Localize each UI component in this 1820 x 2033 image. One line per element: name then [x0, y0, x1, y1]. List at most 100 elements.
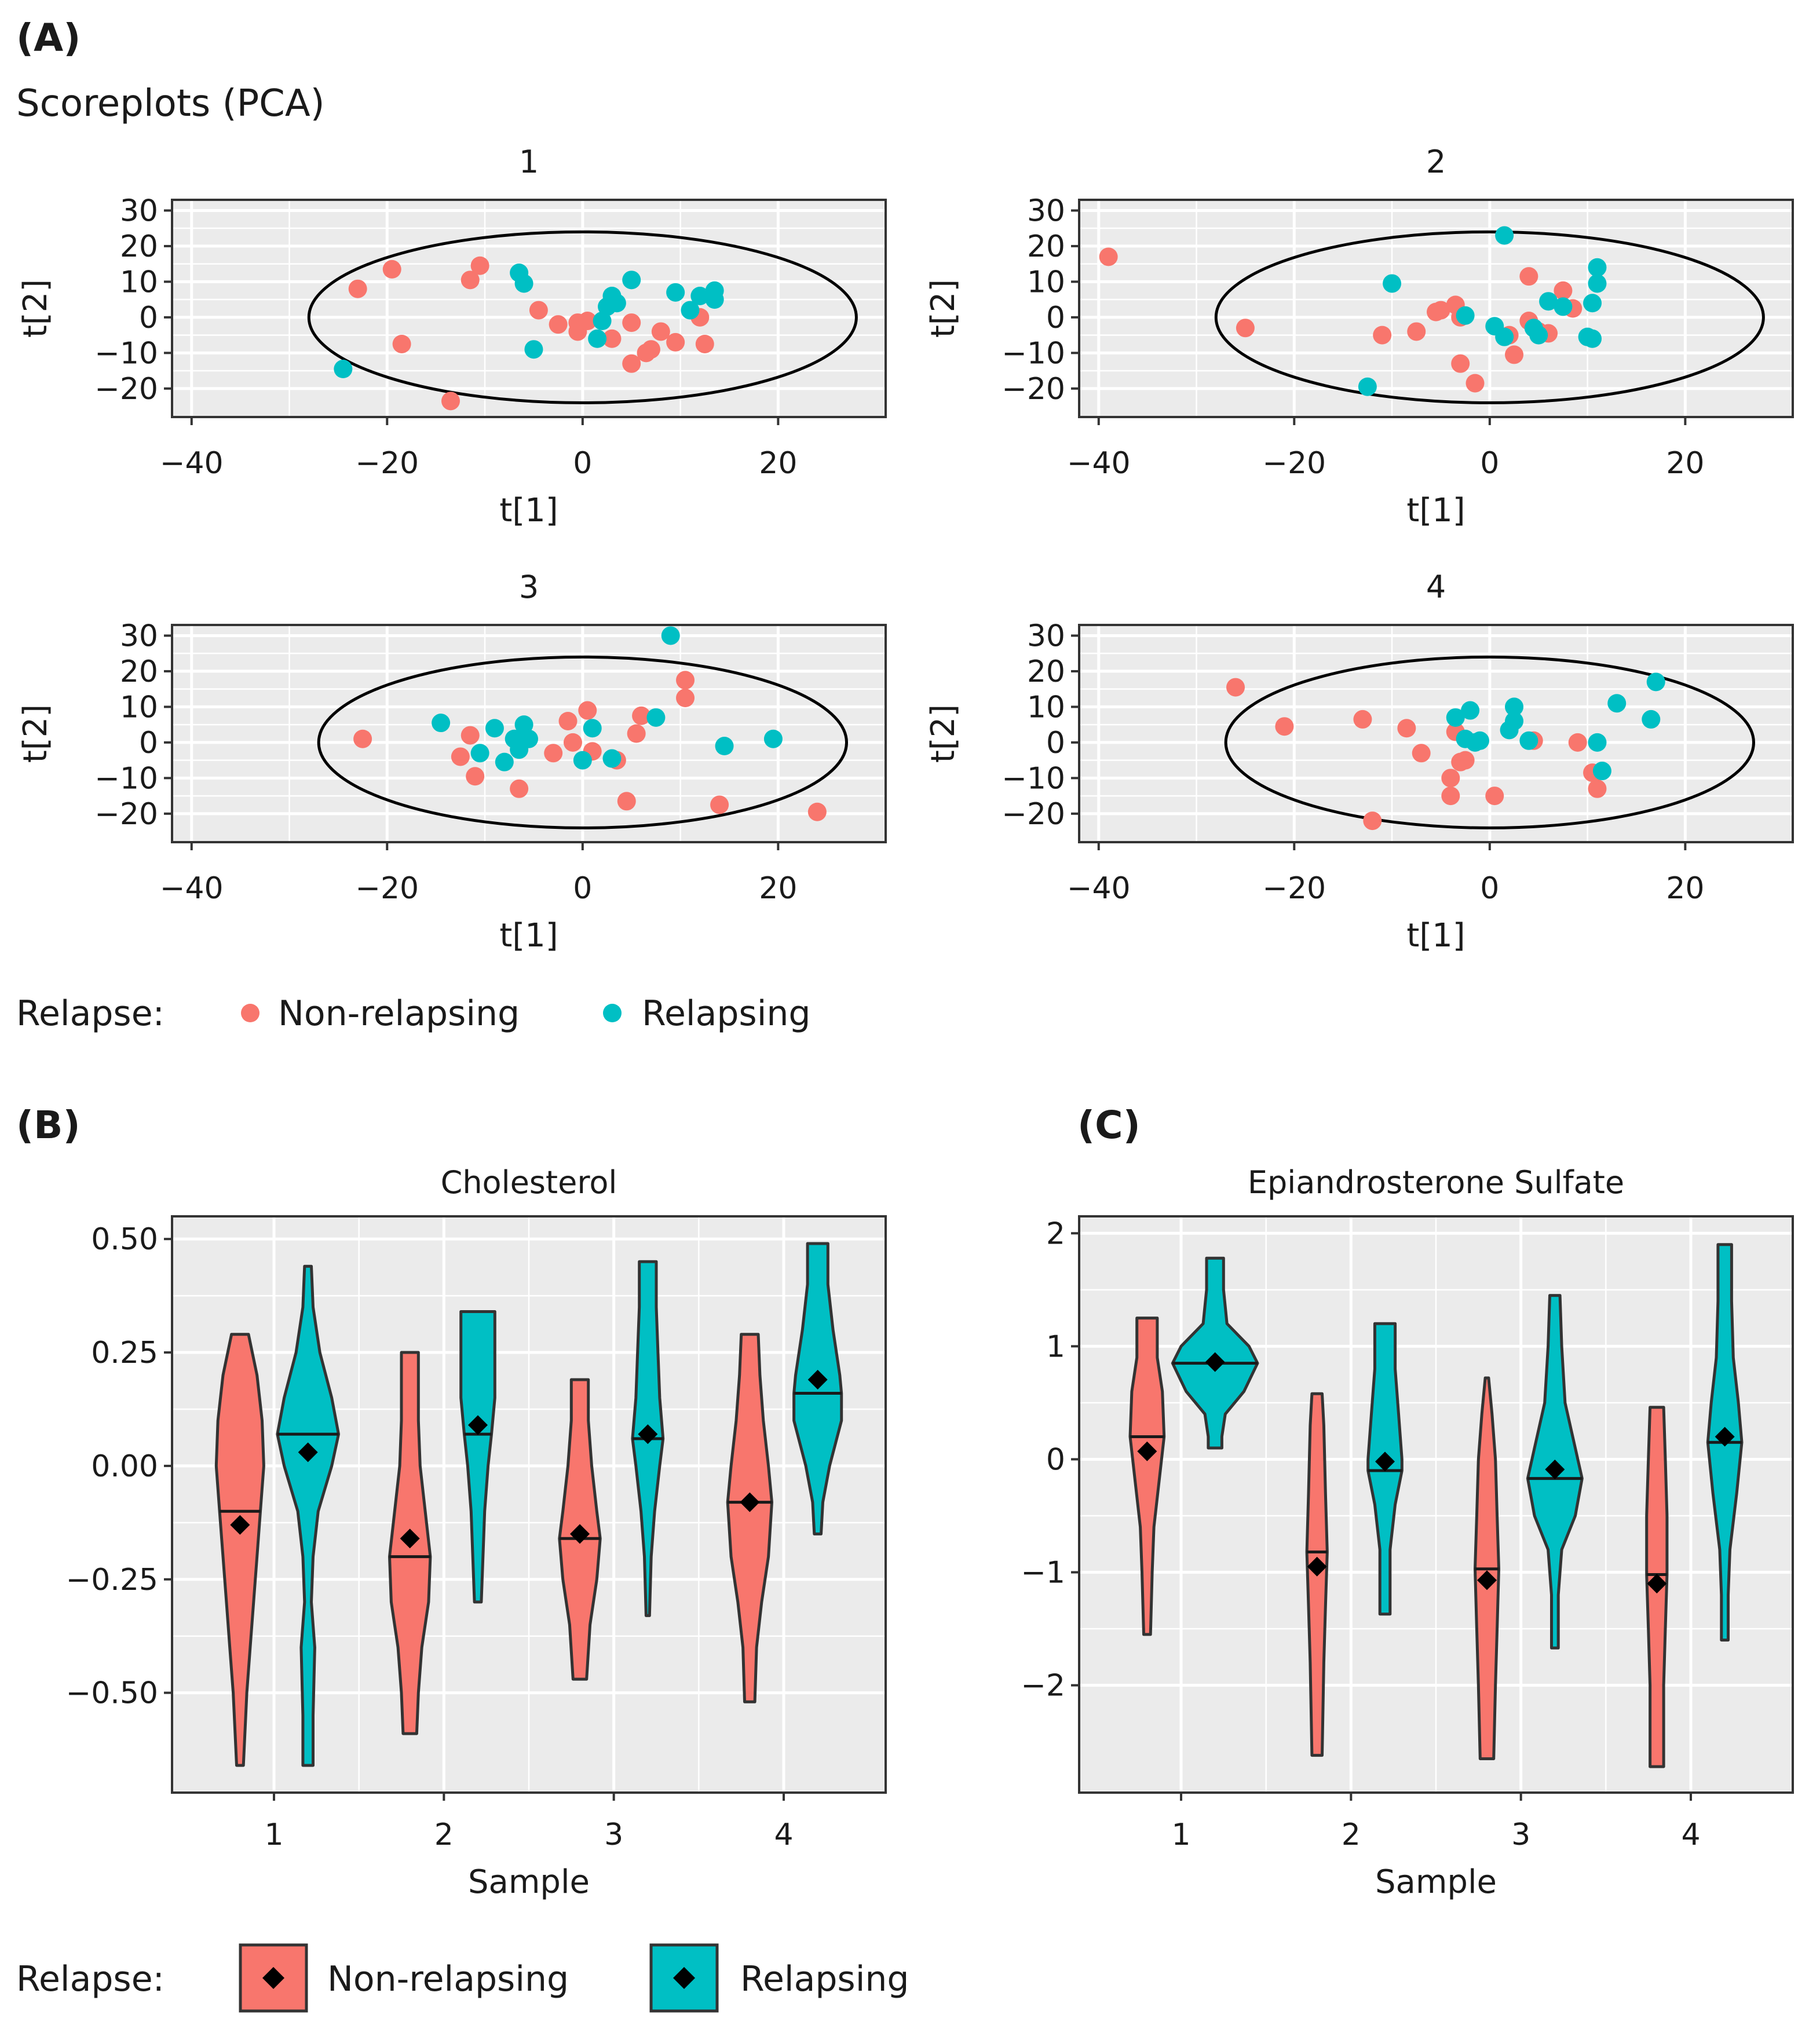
point-non-relapsing — [558, 711, 578, 730]
point-relapsing — [1588, 274, 1607, 293]
point-relapsing — [1495, 226, 1514, 245]
x-tick-label: −40 — [160, 446, 224, 481]
panel-label-b: (B) — [16, 1103, 81, 1147]
y-tick-label: −0.50 — [66, 1676, 158, 1711]
panel-subtitle-a: Scoreplots (PCA) — [16, 82, 325, 125]
panel-border — [1078, 624, 1794, 843]
mean-marker — [1647, 1574, 1667, 1594]
point-relapsing — [1446, 708, 1465, 727]
y-tick-label: −1 — [1021, 1556, 1065, 1590]
point-non-relapsing — [1441, 769, 1460, 788]
y-tick-label: −10 — [1002, 761, 1065, 796]
violin-cholesterol: Cholesterol 0.50 0.25 0.00 −0.25 −0.50 1 2 3 4 Sam… — [66, 1164, 887, 1901]
x-tick-label: −20 — [355, 871, 419, 906]
y-tick-label: 20 — [120, 654, 158, 689]
point-non-relapsing — [666, 332, 685, 352]
point-non-relapsing — [1441, 787, 1460, 806]
y-tick-label: 2 — [1046, 1216, 1065, 1251]
legend-a-title: Relapse: — [16, 993, 165, 1034]
confidence-ellipse — [1224, 655, 1755, 829]
y-tick-label: 30 — [120, 193, 158, 228]
point-relapsing — [1646, 672, 1665, 692]
point-relapsing — [573, 751, 592, 770]
violin-epiandrosterone-sulfate: Epiandrosterone Sulfate 2 1 0 −1 −2 1 2 3 4 Sample — [1021, 1164, 1794, 1901]
y-tick-label: 20 — [120, 229, 158, 264]
point-relapsing — [1461, 701, 1480, 720]
point-relapsing — [1456, 306, 1475, 325]
legend-a-non-relapsing-key — [241, 1004, 260, 1022]
legend-bc-relapsing-mean-icon — [673, 1967, 695, 1989]
x-tick-label: −40 — [160, 871, 224, 906]
x-axis-title: t[1] — [499, 917, 558, 955]
point-relapsing — [1583, 294, 1602, 313]
point-relapsing — [1583, 329, 1602, 348]
point-relapsing — [485, 719, 504, 738]
violin-relapsing — [276, 1264, 340, 1767]
point-relapsing — [690, 286, 710, 305]
point-non-relapsing — [1588, 779, 1607, 798]
y-tick-label: 10 — [120, 690, 158, 725]
y-axis-title: t[2] — [17, 704, 54, 763]
point-relapsing — [524, 340, 543, 359]
confidence-ellipse — [1214, 230, 1765, 404]
point-non-relapsing — [1505, 345, 1524, 364]
mean-marker — [1137, 1441, 1157, 1461]
point-relapsing — [666, 283, 685, 302]
y-tick-label: 10 — [1027, 690, 1065, 725]
x-tick-label: 0 — [573, 446, 592, 481]
point-non-relapsing — [451, 747, 470, 766]
point-relapsing — [583, 719, 602, 738]
legend-a-relapsing-key — [603, 1004, 622, 1022]
x-tick-label: 20 — [1666, 871, 1704, 906]
x-tick-label: −20 — [1262, 871, 1326, 906]
panel-border — [171, 624, 887, 843]
violin-non-relapsing — [214, 1333, 265, 1767]
point-non-relapsing — [382, 259, 401, 279]
x-tick-label: 3 — [1511, 1818, 1530, 1852]
point-relapsing — [1554, 297, 1573, 316]
y-tick-label: −0.25 — [66, 1563, 158, 1597]
point-non-relapsing — [695, 334, 714, 353]
point-non-relapsing — [1431, 301, 1450, 320]
x-tick-label: 4 — [1681, 1818, 1700, 1852]
x-tick-label: −20 — [1262, 446, 1326, 481]
point-relapsing — [514, 274, 533, 293]
point-non-relapsing — [641, 340, 660, 359]
x-tick-label: −40 — [1067, 446, 1131, 481]
point-relapsing — [1495, 327, 1514, 346]
legend-bc-non-relapsing-mean-icon — [262, 1967, 284, 1989]
point-non-relapsing — [563, 733, 582, 752]
y-tick-label: 0 — [139, 726, 158, 760]
violin-non-relapsing — [726, 1333, 773, 1703]
y-tick-label: 10 — [1027, 265, 1065, 299]
point-non-relapsing — [441, 392, 460, 411]
point-non-relapsing — [1407, 322, 1426, 341]
y-tick-label: 0.50 — [91, 1222, 158, 1257]
point-non-relapsing — [710, 795, 729, 814]
point-non-relapsing — [676, 689, 695, 708]
point-non-relapsing — [578, 312, 597, 331]
point-non-relapsing — [470, 256, 489, 275]
mean-marker — [807, 1370, 828, 1390]
point-non-relapsing — [529, 301, 548, 320]
point-non-relapsing — [461, 270, 480, 290]
x-tick-label: 20 — [1666, 446, 1704, 481]
y-axis-title: t[2] — [924, 279, 962, 338]
x-tick-label: 20 — [759, 446, 797, 481]
mean-marker — [1307, 1556, 1327, 1577]
point-relapsing — [1358, 377, 1377, 396]
point-non-relapsing — [1412, 744, 1431, 763]
panel-border — [1078, 199, 1794, 418]
x-tick-label: −20 — [355, 446, 419, 481]
confidence-ellipse — [317, 655, 848, 829]
x-tick-label: 0 — [1480, 871, 1499, 906]
mean-marker — [1477, 1570, 1497, 1590]
mean-marker — [638, 1424, 658, 1445]
confidence-ellipse — [307, 230, 858, 404]
point-non-relapsing — [461, 726, 480, 745]
point-non-relapsing — [1275, 717, 1294, 736]
y-tick-label: 10 — [120, 265, 158, 299]
panel-border — [1078, 1215, 1794, 1794]
